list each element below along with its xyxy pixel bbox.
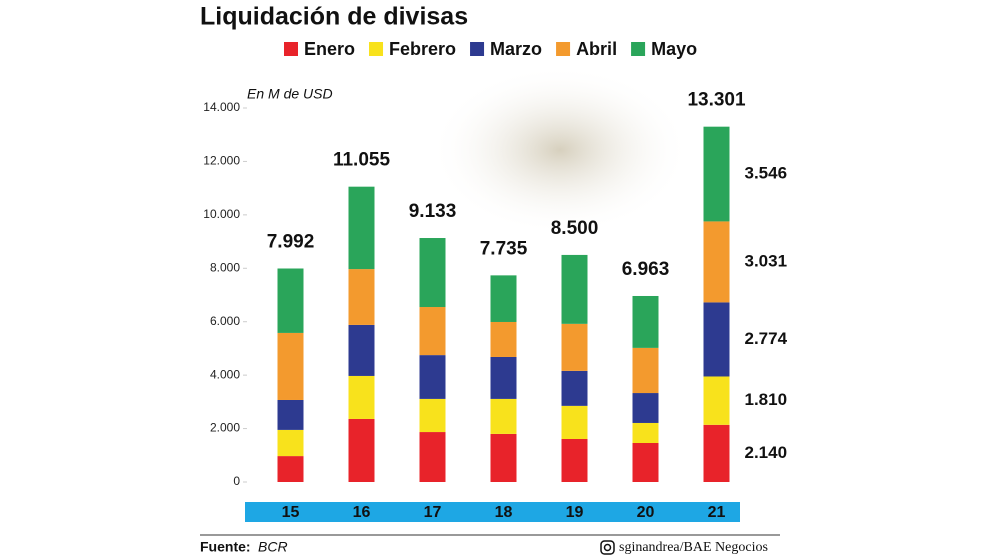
y-tick-label: 0 bbox=[233, 474, 240, 488]
legend-label: Febrero bbox=[389, 39, 456, 59]
x-tick-label: 18 bbox=[495, 504, 513, 521]
legend-label: Marzo bbox=[490, 39, 542, 59]
bar-segment bbox=[561, 254, 588, 324]
bar-segment bbox=[632, 422, 659, 443]
instagram-icon bbox=[600, 540, 615, 555]
legend-swatch bbox=[284, 42, 298, 56]
bar-segment bbox=[632, 347, 659, 394]
total-label: 13.301 bbox=[687, 90, 746, 111]
category-band bbox=[245, 502, 740, 522]
total-label: 8.500 bbox=[551, 218, 599, 239]
segment-label: 1.810 bbox=[745, 390, 788, 409]
y-tick-label: 4.000 bbox=[210, 367, 240, 381]
bar-segment bbox=[703, 302, 730, 377]
bar-segment bbox=[490, 275, 517, 322]
total-label: 11.055 bbox=[333, 150, 390, 171]
bar-segment bbox=[348, 186, 375, 270]
y-tick-label: 14.000 bbox=[203, 100, 240, 114]
segment-label: 2.140 bbox=[745, 443, 788, 462]
total-label: 9.133 bbox=[409, 201, 457, 222]
x-tick-label: 15 bbox=[282, 504, 300, 521]
bar-segment bbox=[277, 429, 304, 457]
source-label: Fuente: bbox=[200, 539, 251, 555]
bar-segment bbox=[419, 398, 446, 433]
y-tick-label: 2.000 bbox=[210, 421, 240, 435]
bar-segment bbox=[348, 375, 375, 419]
bar-segment bbox=[490, 433, 517, 482]
y-tick-label: 6.000 bbox=[210, 314, 240, 328]
x-tick-label: 17 bbox=[424, 504, 442, 521]
y-tick-label: 10.000 bbox=[203, 207, 240, 221]
x-tick-label: 16 bbox=[353, 504, 371, 521]
legend-swatch bbox=[369, 42, 384, 56]
chart-title: Liquidación de divisas bbox=[200, 3, 468, 31]
bar-segment bbox=[490, 356, 517, 399]
bar-segment bbox=[419, 307, 446, 356]
source: BCR bbox=[258, 539, 288, 555]
bar-segment bbox=[632, 295, 659, 348]
bar-segment bbox=[419, 238, 446, 308]
bar-segment bbox=[277, 332, 304, 400]
legend-swatch bbox=[556, 42, 571, 56]
total-label: 7.735 bbox=[480, 238, 528, 259]
y-tick-label: 12.000 bbox=[203, 154, 240, 168]
bar-segment bbox=[561, 438, 588, 482]
bar-segment bbox=[419, 355, 446, 399]
segment-label: 3.031 bbox=[745, 251, 788, 270]
background-photo bbox=[430, 65, 690, 235]
y-axis-label: En M de USD bbox=[247, 86, 333, 102]
legend-label: Abril bbox=[576, 39, 617, 59]
bar-segment bbox=[348, 324, 375, 376]
bar-segment bbox=[561, 405, 588, 439]
bar-segment bbox=[703, 424, 730, 482]
segment-label: 3.546 bbox=[745, 164, 788, 183]
legend-label: Mayo bbox=[651, 39, 697, 59]
bar-segment bbox=[490, 398, 517, 434]
x-tick-label: 19 bbox=[566, 504, 584, 521]
x-tick-label: 21 bbox=[708, 504, 726, 521]
bar-segment bbox=[348, 418, 375, 482]
bar-segment bbox=[277, 268, 304, 333]
bar-segment bbox=[490, 321, 517, 357]
bar-segment bbox=[561, 323, 588, 371]
bar-segment bbox=[632, 393, 659, 423]
bar-segment bbox=[703, 376, 730, 425]
x-tick-label: 20 bbox=[637, 504, 655, 521]
total-label: 7.992 bbox=[267, 232, 315, 253]
bar-segment bbox=[277, 456, 304, 482]
legend-swatch bbox=[470, 42, 485, 56]
credit: sginandrea/BAE Negocios bbox=[619, 540, 768, 555]
legend-label: Enero bbox=[304, 39, 355, 59]
segment-label: 2.774 bbox=[745, 329, 788, 348]
bar-segment bbox=[632, 442, 659, 482]
bar-segment bbox=[348, 269, 375, 325]
bar-segment bbox=[561, 370, 588, 406]
bar-segment bbox=[419, 432, 446, 482]
bar-segment bbox=[277, 399, 304, 430]
y-tick-label: 8.000 bbox=[210, 260, 240, 274]
instagram-icon-lens bbox=[603, 543, 612, 552]
legend-swatch bbox=[631, 42, 646, 56]
total-label: 6.963 bbox=[622, 259, 670, 280]
bar-segment bbox=[703, 221, 730, 303]
bar-segment bbox=[703, 126, 730, 222]
